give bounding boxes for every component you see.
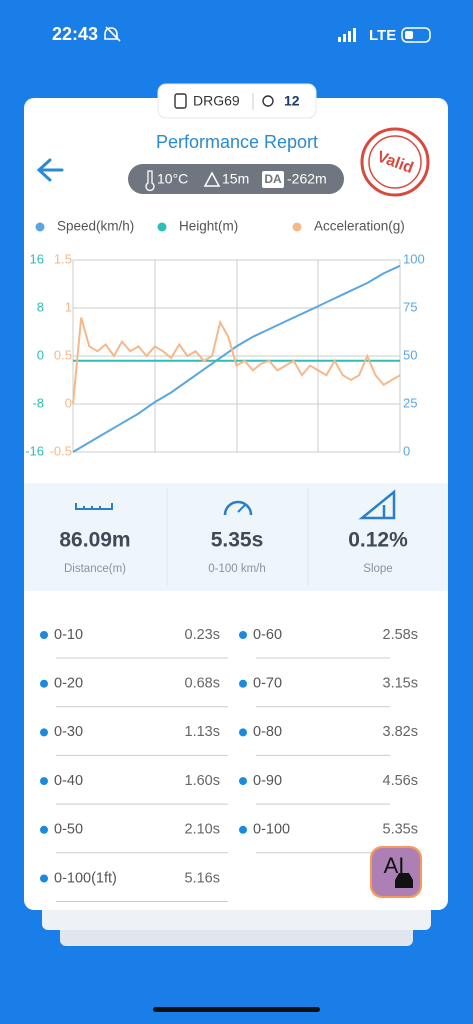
mute-icon (104, 26, 121, 42)
da-label: DA (264, 172, 282, 186)
da-badge (262, 171, 284, 188)
y3-tick-label: 1.5 (54, 251, 72, 266)
range-label: 0-90 (253, 773, 282, 789)
time-value: 1.60s (185, 773, 220, 789)
legend-dot (35, 222, 45, 232)
y-tick-label: 16 (30, 251, 44, 266)
y3-tick-label: 0 (65, 395, 72, 410)
time-value: 3.15s (383, 676, 418, 692)
satellite-icon (262, 95, 274, 107)
battery (401, 27, 431, 43)
range-label: 0-20 (54, 676, 83, 692)
device-name: DRG69 (193, 93, 240, 109)
distance-icon (75, 503, 113, 510)
conditions-pill (128, 164, 344, 194)
device-pill (157, 83, 317, 119)
device-icon (174, 93, 187, 109)
bullet (239, 679, 247, 688)
car-icon (395, 873, 413, 888)
range-label: 0-40 (54, 773, 83, 789)
time-value: 0.68s (185, 676, 220, 692)
legend-dot (157, 222, 167, 232)
time-value: 2.58s (383, 627, 418, 643)
stat-value: 5.35s (211, 529, 264, 552)
range-label: 0-70 (253, 676, 282, 692)
time-value: 2.10s (185, 822, 220, 838)
y2-tick-label: 100 (403, 251, 425, 266)
series-line (72, 317, 401, 405)
back-button[interactable] (36, 158, 64, 182)
legend-label: Speed(km/h) (57, 219, 134, 234)
altitude-icon (203, 171, 221, 187)
time-value: 0.23s (185, 627, 220, 643)
bullet (40, 825, 48, 834)
stat-label: Distance(m) (64, 563, 126, 575)
stat-label: Slope (363, 563, 392, 575)
bullet (40, 679, 48, 688)
time-value: 4.56s (383, 773, 418, 789)
y2-tick-label: 0 (403, 443, 410, 458)
y-tick-label: 8 (37, 299, 44, 314)
stat-value: 0.12% (348, 529, 408, 552)
y3-tick-label: 1 (65, 299, 72, 314)
bullet (239, 631, 247, 639)
range-label: 0-100 (253, 822, 290, 838)
temperature: 10°C (157, 171, 188, 187)
bullet (40, 777, 48, 786)
y-tick-label: -16 (25, 443, 44, 458)
home-indicator (153, 1007, 320, 1012)
time-value: 3.82s (383, 724, 418, 740)
time-value: 5.16s (185, 870, 220, 886)
ai-label: AI (384, 853, 405, 878)
battery-level (405, 31, 413, 39)
stat-value: 86.09m (59, 529, 130, 552)
bullet (239, 825, 247, 834)
density-altitude: -262m (287, 171, 327, 187)
speed-needle (237, 504, 246, 513)
y3-tick-label: -0.5 (50, 443, 72, 458)
altitude: 15m (222, 171, 249, 187)
bullet (40, 728, 48, 737)
bullet (239, 728, 247, 737)
bullet (239, 777, 247, 786)
range-label: 0-50 (54, 822, 83, 838)
satellite-count: 12 (284, 93, 300, 109)
range-label: 0-30 (54, 724, 83, 740)
y2-tick-label: 50 (403, 347, 417, 362)
bullet (40, 631, 48, 639)
bullet (40, 874, 48, 883)
range-label: 0-10 (54, 627, 83, 643)
thermometer-icon (145, 170, 155, 192)
title: Performance Report (156, 132, 318, 152)
y2-tick-label: 25 (403, 395, 417, 410)
legend-label: Acceleration(g) (314, 219, 405, 234)
y3-tick-label: 0.5 (54, 347, 72, 362)
range-label: 0-100(1ft) (54, 870, 117, 886)
stat-label: 0-100 km/h (208, 563, 266, 575)
series-line (72, 264, 401, 453)
y2-tick-label: 75 (403, 299, 417, 314)
clock: 22:43 (52, 24, 98, 44)
y-tick-label: 0 (37, 347, 44, 362)
time-value: 1.13s (185, 724, 220, 740)
speed-icon (223, 500, 253, 516)
slope-icon (358, 489, 396, 520)
legend-label: Height(m) (179, 219, 238, 234)
network: LTE (369, 27, 396, 44)
time-value: 5.35s (383, 822, 418, 838)
signal-icon (338, 28, 356, 42)
y-tick-label: -8 (32, 395, 44, 410)
range-label: 0-60 (253, 627, 282, 643)
legend-dot (292, 222, 302, 232)
range-label: 0-80 (253, 724, 282, 740)
